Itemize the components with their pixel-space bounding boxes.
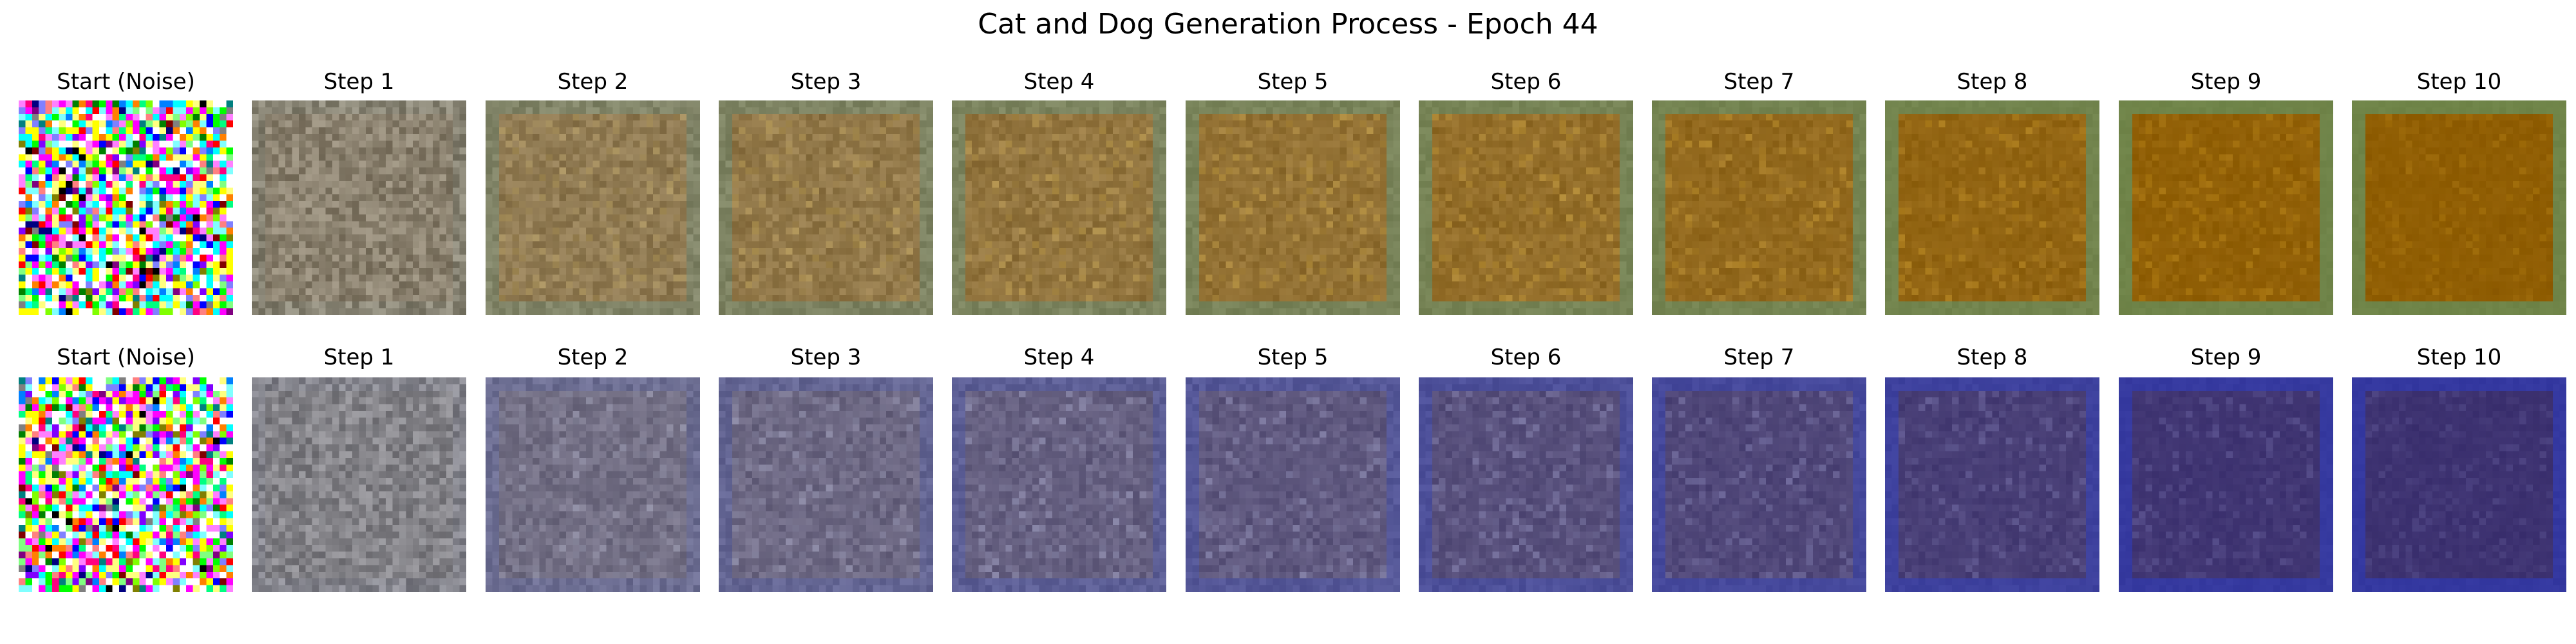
generated-image xyxy=(1652,377,1866,592)
image-canvas xyxy=(252,100,466,315)
image-canvas xyxy=(486,377,700,592)
generated-image xyxy=(719,377,933,592)
panel-title: Start (Noise) xyxy=(57,69,195,95)
image-canvas xyxy=(1652,377,1866,592)
generated-image xyxy=(1652,100,1866,315)
generated-image xyxy=(1885,100,2099,315)
generated-image xyxy=(1419,100,1633,315)
generated-image xyxy=(1186,100,1400,315)
generated-image xyxy=(2352,377,2566,592)
generated-image xyxy=(1186,377,1400,592)
image-canvas xyxy=(1186,377,1400,592)
panel-title: Step 6 xyxy=(1490,345,1562,370)
panel-title: Start (Noise) xyxy=(57,345,195,370)
panel-title: Step 1 xyxy=(323,69,395,95)
panel-title: Step 7 xyxy=(1723,69,1795,95)
generated-image xyxy=(486,377,700,592)
image-canvas xyxy=(252,377,466,592)
panel-title: Step 3 xyxy=(790,345,862,370)
image-canvas xyxy=(2119,100,2333,315)
panel-title: Step 2 xyxy=(557,69,629,95)
generated-image xyxy=(719,100,933,315)
image-canvas xyxy=(719,100,933,315)
generated-image xyxy=(486,100,700,315)
image-canvas xyxy=(1186,100,1400,315)
image-canvas xyxy=(2352,100,2566,315)
image-canvas xyxy=(1885,377,2099,592)
image-canvas xyxy=(486,100,700,315)
image-canvas xyxy=(1419,100,1633,315)
image-canvas xyxy=(19,100,233,315)
generated-image xyxy=(952,377,1166,592)
generated-image xyxy=(2352,100,2566,315)
image-canvas xyxy=(952,100,1166,315)
image-canvas xyxy=(1652,100,1866,315)
image-canvas xyxy=(1885,100,2099,315)
panel-title: Step 3 xyxy=(790,69,862,95)
image-canvas xyxy=(2119,377,2333,592)
generated-image xyxy=(252,100,466,315)
panel-title: Step 7 xyxy=(1723,345,1795,370)
image-canvas xyxy=(19,377,233,592)
generated-image xyxy=(1419,377,1633,592)
panel-title: Step 6 xyxy=(1490,69,1562,95)
image-canvas xyxy=(1419,377,1633,592)
figure-title: Cat and Dog Generation Process - Epoch 4… xyxy=(978,8,1598,41)
panel-title: Step 8 xyxy=(1956,345,2028,370)
panel-title: Step 4 xyxy=(1023,69,1095,95)
generated-image xyxy=(2119,100,2333,315)
panel-title: Step 10 xyxy=(2416,345,2502,370)
generated-image xyxy=(2119,377,2333,592)
noise-image xyxy=(19,377,233,592)
panel-title: Step 8 xyxy=(1956,69,2028,95)
image-canvas xyxy=(719,377,933,592)
panel-title: Step 1 xyxy=(323,345,395,370)
generated-image xyxy=(252,377,466,592)
panel-title: Step 2 xyxy=(557,345,629,370)
panel-title: Step 9 xyxy=(2190,345,2262,370)
image-canvas xyxy=(2352,377,2566,592)
generated-image xyxy=(1885,377,2099,592)
noise-image xyxy=(19,100,233,315)
panel-title: Step 9 xyxy=(2190,69,2262,95)
image-canvas xyxy=(952,377,1166,592)
panel-title: Step 4 xyxy=(1023,345,1095,370)
panel-title: Step 10 xyxy=(2416,69,2502,95)
panel-title: Step 5 xyxy=(1257,345,1329,370)
panel-title: Step 5 xyxy=(1257,69,1329,95)
generated-image xyxy=(952,100,1166,315)
